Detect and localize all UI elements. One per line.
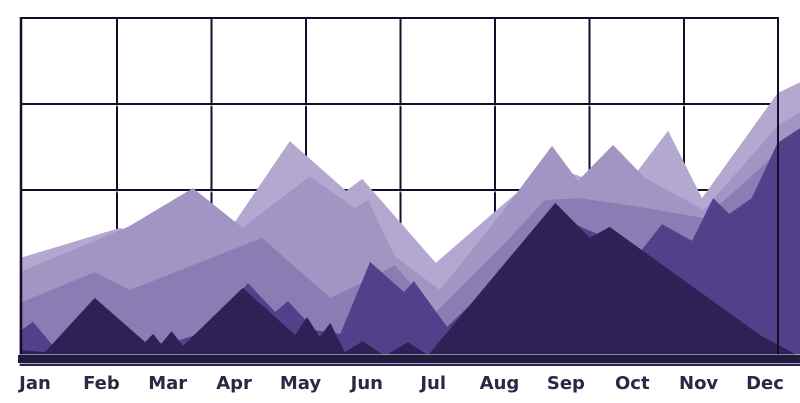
x-axis-label-mar: Mar bbox=[148, 373, 187, 394]
mountain-layers bbox=[19, 82, 800, 366]
x-axis-label-feb: Feb bbox=[83, 373, 120, 394]
x-axis-label-dec: Dec bbox=[746, 373, 784, 394]
x-axis-label-jan: Jan bbox=[17, 373, 51, 394]
x-axis-label-jun: Jun bbox=[349, 373, 383, 394]
x-axis-label-apr: Apr bbox=[216, 373, 252, 394]
mountain-layer-5-darkest bbox=[19, 202, 800, 366]
x-axis-labels: Jan Feb Mar Apr May Jun Jul Aug Sep Oct Nov Dec bbox=[17, 373, 784, 394]
x-axis-label-nov: Nov bbox=[679, 373, 718, 394]
x-axis-label-sep: Sep bbox=[547, 373, 585, 394]
x-axis-label-oct: Oct bbox=[615, 373, 650, 394]
x-axis-label-aug: Aug bbox=[480, 373, 520, 394]
x-axis-label-jul: Jul bbox=[418, 373, 446, 394]
x-axis-label-may: May bbox=[280, 373, 322, 394]
chart-frame bbox=[18, 15, 800, 364]
x-axis-line bbox=[18, 355, 800, 363]
